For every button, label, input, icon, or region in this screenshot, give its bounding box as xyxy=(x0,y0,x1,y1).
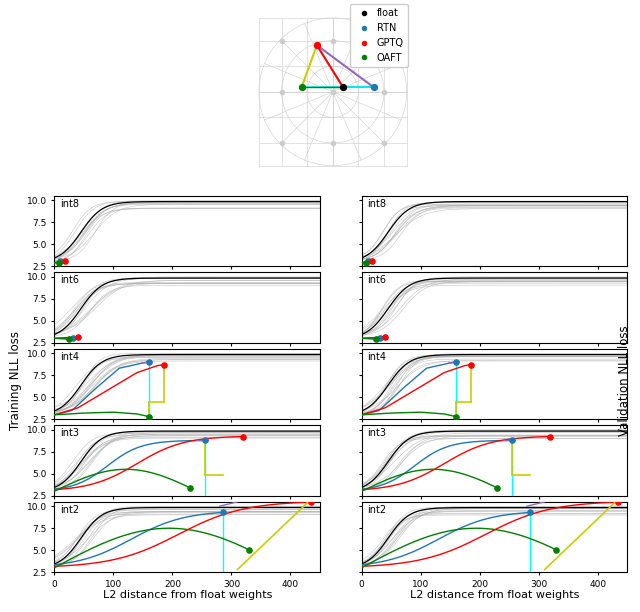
Point xyxy=(64,334,74,344)
Point xyxy=(376,333,386,343)
Text: int2: int2 xyxy=(60,505,79,515)
Point xyxy=(144,412,154,422)
Point xyxy=(54,258,64,268)
Text: int8: int8 xyxy=(367,199,386,209)
Point xyxy=(362,256,372,266)
Point xyxy=(613,497,623,507)
Point xyxy=(367,256,378,266)
Point xyxy=(73,332,83,342)
Point xyxy=(361,258,371,268)
Text: int4: int4 xyxy=(60,352,79,362)
Text: int6: int6 xyxy=(60,275,79,285)
Point xyxy=(296,83,307,92)
Text: Validation NLL loss: Validation NLL loss xyxy=(618,326,630,436)
Text: int8: int8 xyxy=(60,199,79,209)
Point xyxy=(185,483,195,493)
Point xyxy=(244,545,254,554)
Point xyxy=(144,357,154,367)
Point xyxy=(200,436,210,446)
Point xyxy=(380,332,390,342)
Text: int3: int3 xyxy=(60,428,79,438)
Point xyxy=(60,256,70,266)
Point xyxy=(68,333,79,343)
Point xyxy=(312,40,322,50)
Text: int4: int4 xyxy=(367,352,386,362)
Point xyxy=(218,507,228,517)
Point xyxy=(238,431,248,441)
Point xyxy=(545,431,556,441)
Text: int6: int6 xyxy=(367,275,386,285)
Point xyxy=(371,334,381,344)
Point xyxy=(525,507,535,517)
Text: int2: int2 xyxy=(367,505,386,515)
Point xyxy=(369,83,379,92)
Text: int3: int3 xyxy=(367,428,386,438)
Point xyxy=(466,360,476,370)
Text: L2 distance from float weights: L2 distance from float weights xyxy=(102,591,272,600)
Point xyxy=(159,360,169,370)
Point xyxy=(551,545,561,554)
Point xyxy=(451,412,461,422)
Point xyxy=(451,357,461,367)
Point xyxy=(338,83,348,92)
Text: L2 distance from float weights: L2 distance from float weights xyxy=(410,591,579,600)
Text: Training NLL loss: Training NLL loss xyxy=(10,332,22,430)
Point xyxy=(55,256,65,266)
Point xyxy=(306,497,316,507)
Legend: float, RTN, GPTQ, OAFT: float, RTN, GPTQ, OAFT xyxy=(350,4,408,67)
Point xyxy=(492,483,502,493)
Point xyxy=(507,436,517,446)
